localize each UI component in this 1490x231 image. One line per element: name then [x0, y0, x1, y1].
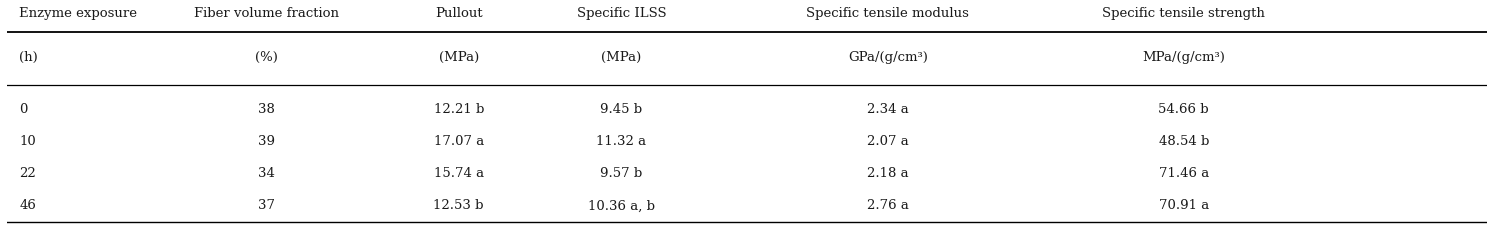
- Text: 22: 22: [19, 167, 36, 180]
- Text: 12.21 b: 12.21 b: [434, 103, 484, 116]
- Text: 9.45 b: 9.45 b: [600, 103, 642, 116]
- Text: MPa/(g/cm³): MPa/(g/cm³): [1143, 51, 1225, 64]
- Text: Specific tensile strength: Specific tensile strength: [1103, 7, 1265, 20]
- Text: 54.66 b: 54.66 b: [1158, 103, 1208, 116]
- Text: 34: 34: [258, 167, 274, 180]
- Text: 2.76 a: 2.76 a: [867, 199, 909, 212]
- Text: 9.57 b: 9.57 b: [600, 167, 642, 180]
- Text: Pullout: Pullout: [435, 7, 483, 20]
- Text: 17.07 a: 17.07 a: [434, 135, 484, 148]
- Text: 10: 10: [19, 135, 36, 148]
- Text: 71.46 a: 71.46 a: [1159, 167, 1208, 180]
- Text: 2.07 a: 2.07 a: [867, 135, 909, 148]
- Text: 15.74 a: 15.74 a: [434, 167, 484, 180]
- Text: 37: 37: [258, 199, 274, 212]
- Text: (h): (h): [19, 51, 39, 64]
- Text: GPa/(g/cm³): GPa/(g/cm³): [848, 51, 928, 64]
- Text: Fiber volume fraction: Fiber volume fraction: [194, 7, 338, 20]
- Text: 46: 46: [19, 199, 36, 212]
- Text: 11.32 a: 11.32 a: [596, 135, 647, 148]
- Text: 38: 38: [258, 103, 274, 116]
- Text: (MPa): (MPa): [438, 51, 478, 64]
- Text: (MPa): (MPa): [602, 51, 642, 64]
- Text: 12.53 b: 12.53 b: [434, 199, 484, 212]
- Text: 0: 0: [19, 103, 28, 116]
- Text: 48.54 b: 48.54 b: [1159, 135, 1208, 148]
- Text: 10.36 a, b: 10.36 a, b: [589, 199, 656, 212]
- Text: Enzyme exposure: Enzyme exposure: [19, 7, 137, 20]
- Text: Specific ILSS: Specific ILSS: [577, 7, 666, 20]
- Text: 2.18 a: 2.18 a: [867, 167, 909, 180]
- Text: Specific tensile modulus: Specific tensile modulus: [806, 7, 968, 20]
- Text: 2.34 a: 2.34 a: [867, 103, 909, 116]
- Text: 39: 39: [258, 135, 274, 148]
- Text: (%): (%): [255, 51, 277, 64]
- Text: 70.91 a: 70.91 a: [1159, 199, 1208, 212]
